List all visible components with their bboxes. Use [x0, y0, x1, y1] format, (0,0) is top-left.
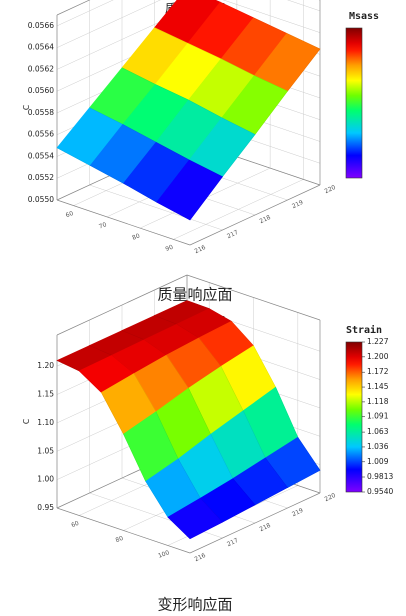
surface-patch	[167, 497, 223, 540]
axis-frame	[189, 492, 321, 554]
z-tick-label: 0.0564	[28, 43, 54, 52]
z-tick-label: 0.0560	[28, 86, 54, 95]
figure-caption: 质量响应面	[157, 286, 232, 304]
axis-frame	[56, 199, 191, 246]
z-tick-label: 0.0552	[28, 173, 54, 182]
mesh-line	[156, 159, 223, 221]
axis-frame	[56, 507, 191, 554]
axis-frame	[56, 0, 91, 16]
colorbar	[345, 341, 363, 493]
z-tick-label: 0.0566	[28, 21, 54, 30]
surface-patch	[156, 159, 223, 221]
x-tick-label: 80	[131, 232, 141, 241]
surface	[56, 0, 321, 221]
figure-caption: 变形响应面	[157, 596, 232, 614]
colorbar-tick-label: 0.9540	[367, 487, 393, 496]
z-tick-label: 1.15	[37, 390, 54, 399]
z-grid-line	[56, 0, 321, 48]
x-tick-label: 90	[165, 244, 175, 253]
y-tick-label: 218	[259, 214, 273, 225]
z-tick-label: 1.10	[37, 418, 54, 427]
mesh-line	[167, 498, 223, 540]
colorbar-tick-label: 1.009	[367, 457, 389, 466]
colorbar-tick-label: 1.200	[367, 352, 389, 361]
y-tick-label: 219	[291, 507, 305, 518]
colorbar-tick-label: 1.063	[367, 427, 389, 436]
x-tick-label: 100	[157, 549, 170, 560]
z-tick-label: 1.00	[37, 475, 54, 484]
z-axis-label: C	[22, 105, 31, 110]
x-tick-label: 80	[115, 535, 125, 544]
x-tick-label: 60	[65, 210, 75, 219]
y-tick-label: 217	[226, 229, 240, 240]
surface-chart: 质量响应面质量响应面0.05500.05520.05540.05560.0558…	[22, 0, 379, 304]
axis-frame	[189, 184, 321, 246]
surface-chart: 变形响应面变形响应面0.951.001.051.101.151.20608010…	[22, 274, 393, 614]
y-tick-label: 216	[194, 552, 208, 563]
colorbar-title: Strain	[346, 324, 382, 336]
z-axis-label: C	[22, 419, 31, 424]
colorbar-title: Msass	[349, 11, 379, 22]
colorbar-tick-label: 1.091	[367, 412, 389, 421]
z-tick-label: 0.95	[37, 503, 54, 512]
y-tick-label: 219	[291, 199, 305, 210]
colorbar-tick-label: 0.9813	[367, 472, 393, 481]
colorbar-tick-label: 1.118	[367, 397, 389, 406]
colorbar-tick-label: 1.227	[367, 337, 389, 346]
x-tick-label: 60	[70, 520, 80, 529]
z-tick-label: 0.0550	[28, 195, 54, 204]
y-tick-label: 218	[259, 522, 273, 533]
colorbar-tick-label: 1.145	[367, 382, 389, 391]
z-tick-label: 1.05	[37, 446, 54, 455]
z-tick-label: 0.0554	[28, 151, 54, 160]
y-tick-label: 217	[226, 537, 240, 548]
z-tick-label: 1.20	[37, 361, 54, 370]
y-tick-label: 220	[324, 184, 338, 195]
y-tick-label: 216	[194, 244, 208, 255]
z-grid-line	[56, 0, 321, 27]
colorbar	[345, 27, 363, 179]
z-tick-label: 0.0562	[28, 64, 54, 73]
z-tick-label: 0.0558	[28, 108, 54, 117]
axis-frame	[56, 274, 188, 336]
axis-frame	[186, 274, 321, 321]
surface	[56, 300, 321, 540]
y-tick-label: 220	[324, 492, 338, 503]
x-tick-label: 70	[98, 221, 108, 230]
colorbar-tick-label: 1.172	[367, 367, 389, 376]
z-tick-label: 0.0556	[28, 130, 54, 139]
colorbar-tick-label: 1.036	[367, 442, 389, 451]
